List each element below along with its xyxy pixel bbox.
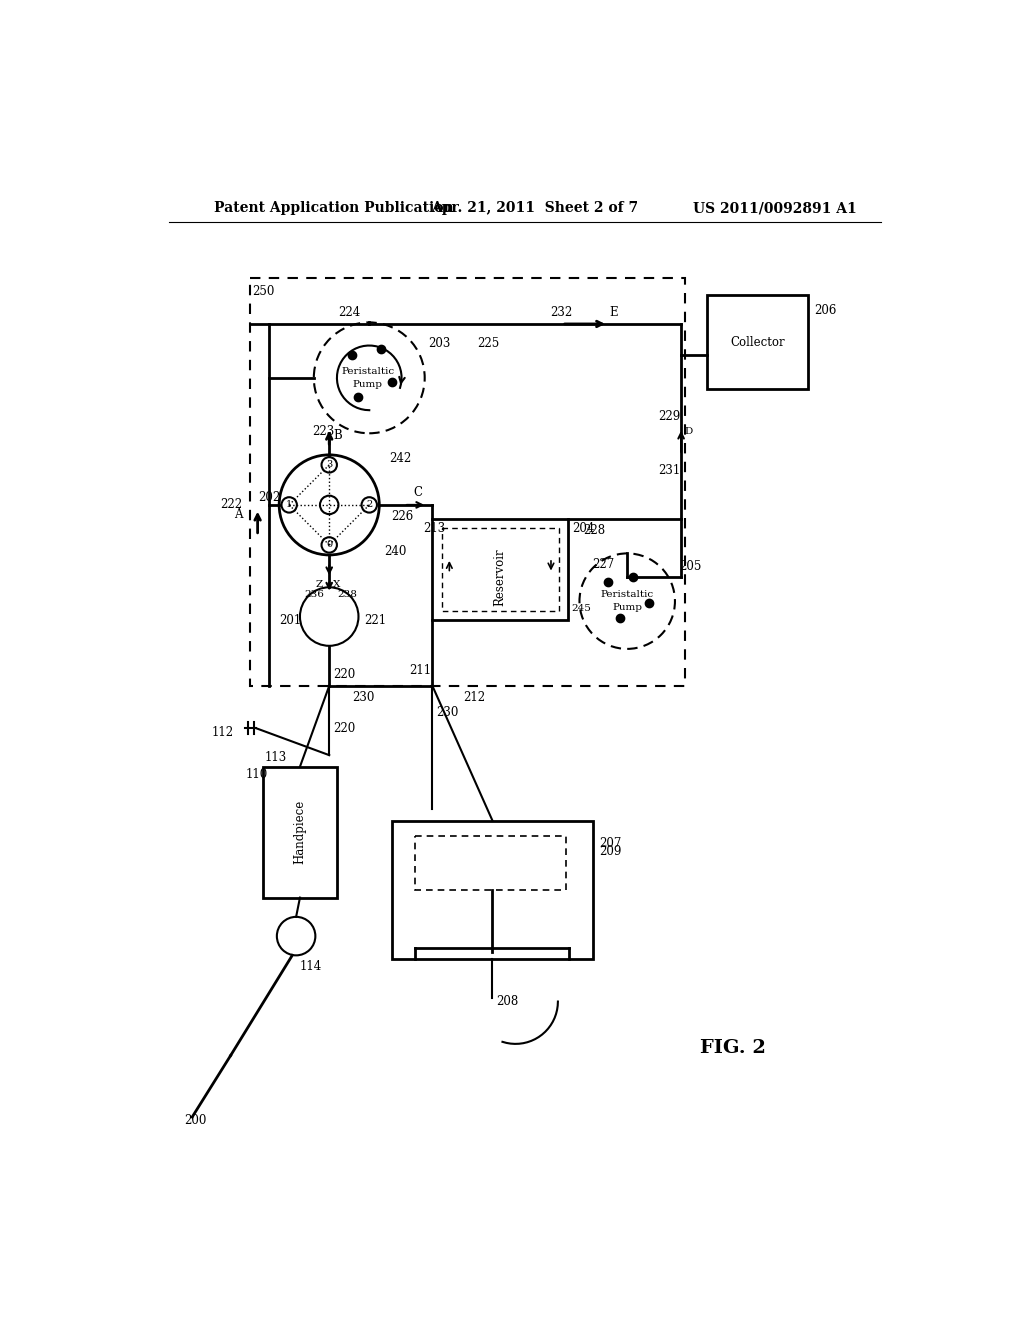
Text: X: X [333, 579, 340, 589]
Text: 2: 2 [367, 500, 373, 510]
Text: 114: 114 [300, 961, 323, 973]
Text: 205: 205 [679, 560, 701, 573]
Text: 222: 222 [220, 499, 243, 511]
Text: C: C [413, 486, 422, 499]
Circle shape [322, 537, 337, 553]
Text: 231: 231 [658, 463, 680, 477]
Text: Handpiece: Handpiece [294, 800, 306, 865]
Text: Reservoir: Reservoir [494, 549, 507, 606]
Text: 230: 230 [436, 706, 459, 719]
Text: 202: 202 [258, 491, 281, 504]
Text: Apr. 21, 2011  Sheet 2 of 7: Apr. 21, 2011 Sheet 2 of 7 [431, 202, 638, 215]
Text: 236: 236 [304, 590, 325, 599]
Text: 238: 238 [337, 590, 356, 599]
Circle shape [280, 455, 379, 554]
Circle shape [276, 917, 315, 956]
Circle shape [282, 498, 297, 512]
Text: Collector: Collector [730, 335, 784, 348]
Text: 240: 240 [385, 545, 407, 557]
Text: 3: 3 [326, 461, 333, 470]
Text: A: A [234, 508, 243, 520]
Text: 212: 212 [463, 690, 485, 704]
Text: 113: 113 [264, 751, 287, 764]
Text: 0: 0 [327, 540, 332, 549]
Text: 229: 229 [658, 409, 680, 422]
Text: 201: 201 [280, 614, 301, 627]
Text: 250: 250 [252, 285, 274, 298]
Text: 223: 223 [312, 425, 335, 438]
Text: B: B [333, 429, 342, 442]
Text: 228: 228 [584, 524, 605, 537]
Text: Patent Application Publication: Patent Application Publication [214, 202, 454, 215]
Text: 232: 232 [550, 306, 572, 319]
Text: 242: 242 [389, 453, 412, 465]
Text: 110: 110 [246, 768, 268, 781]
Text: 208: 208 [497, 995, 518, 1008]
Text: 200: 200 [184, 1114, 207, 1127]
Polygon shape [392, 821, 593, 960]
Text: 225: 225 [477, 337, 500, 350]
Text: D: D [685, 428, 693, 436]
Text: 226: 226 [391, 510, 413, 523]
Text: 220: 220 [333, 722, 355, 735]
Polygon shape [263, 767, 337, 898]
Circle shape [319, 496, 339, 515]
Circle shape [322, 457, 337, 473]
Text: 221: 221 [364, 614, 386, 627]
Text: 211: 211 [410, 664, 431, 677]
Text: Peristaltic: Peristaltic [601, 590, 653, 599]
Text: 213: 213 [423, 521, 445, 535]
Text: 203: 203 [429, 337, 451, 350]
Text: 207: 207 [599, 837, 622, 850]
Polygon shape [707, 296, 808, 389]
Text: 227: 227 [593, 558, 614, 572]
Text: 112: 112 [211, 726, 233, 739]
Text: US 2011/0092891 A1: US 2011/0092891 A1 [692, 202, 856, 215]
Text: 230: 230 [352, 690, 375, 704]
Text: 245: 245 [571, 605, 592, 614]
Text: Pump: Pump [612, 603, 642, 611]
Text: FIG. 2: FIG. 2 [700, 1039, 766, 1057]
Text: Z: Z [315, 579, 323, 589]
Circle shape [313, 322, 425, 433]
Text: Peristaltic: Peristaltic [341, 367, 394, 376]
Text: Pump: Pump [352, 380, 383, 388]
Text: 206: 206 [814, 305, 837, 317]
Circle shape [300, 587, 358, 645]
Polygon shape [432, 519, 568, 620]
Text: 220: 220 [333, 668, 355, 681]
Text: 209: 209 [599, 845, 622, 858]
Text: E: E [609, 306, 618, 319]
Circle shape [361, 498, 377, 512]
Text: 224: 224 [339, 306, 360, 319]
Text: 1: 1 [286, 500, 292, 510]
Text: 204: 204 [571, 521, 594, 535]
Circle shape [580, 553, 675, 649]
